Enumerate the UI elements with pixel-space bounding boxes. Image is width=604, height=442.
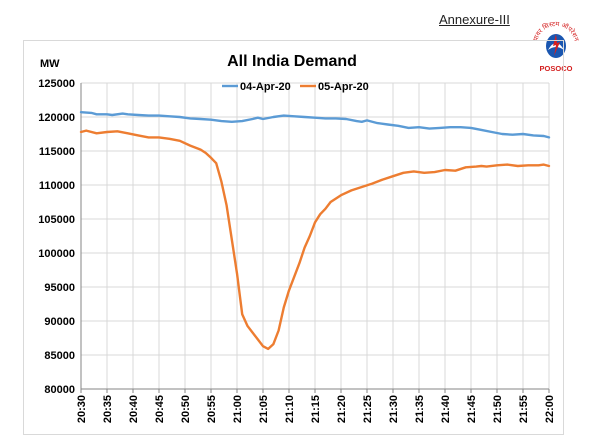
x-tick-label: 21:55	[518, 395, 530, 423]
y-tick-label: 100000	[38, 248, 75, 260]
x-tick-label: 21:25	[362, 395, 374, 423]
legend-label: 05-Apr-20	[318, 81, 369, 93]
y-tick-label: 110000	[39, 180, 75, 192]
x-tick-label: 22:00	[544, 395, 556, 423]
y-tick-label: 105000	[38, 214, 75, 226]
y-axis-label: MW	[40, 58, 60, 70]
x-tick-label: 21:35	[414, 395, 426, 423]
x-tick-label: 21:15	[310, 395, 322, 423]
y-tick-label: 120000	[38, 112, 75, 124]
x-tick-label: 20:40	[128, 395, 140, 423]
y-tick-label: 80000	[44, 384, 75, 396]
y-tick-label: 115000	[39, 146, 75, 158]
logo-bolt	[553, 34, 560, 56]
y-tick-label: 90000	[44, 316, 75, 328]
series-line-2	[79, 129, 551, 351]
x-tick-label: 21:05	[258, 395, 270, 423]
x-tick-label: 21:45	[466, 395, 478, 423]
legend: 04-Apr-20 05-Apr-20	[222, 81, 369, 93]
x-tick-label: 21:10	[284, 395, 296, 423]
x-tick-label: 20:45	[154, 395, 166, 423]
demand-chart: 80000 85000 90000 95000 100000 105000 110000 11…	[38, 53, 556, 423]
x-tick-label: 20:35	[102, 395, 114, 423]
x-tick-label: 21:00	[232, 395, 244, 423]
y-tick-label: 85000	[44, 350, 75, 362]
x-tick-label: 21:40	[440, 395, 452, 423]
y-tick-label: 95000	[44, 282, 75, 294]
logo-name: POSOCO	[540, 64, 573, 73]
x-tick-label: 20:55	[206, 395, 218, 423]
x-tick-label: 21:20	[336, 395, 348, 423]
x-tick-label: 21:30	[388, 395, 400, 423]
chart-frame: 80000 85000 90000 95000 100000 105000 110000 11…	[23, 40, 564, 435]
x-tick-label: 21:50	[492, 395, 504, 423]
chart-title: All India Demand	[227, 53, 357, 70]
series-line-1	[79, 110, 551, 139]
annexure-label: Annexure-III	[439, 12, 510, 27]
legend-label: 04-Apr-20	[240, 81, 291, 93]
x-tick-label: 20:50	[180, 395, 192, 423]
x-tick-label: 20:30	[76, 395, 88, 423]
y-tick-label: 125000	[38, 78, 75, 90]
